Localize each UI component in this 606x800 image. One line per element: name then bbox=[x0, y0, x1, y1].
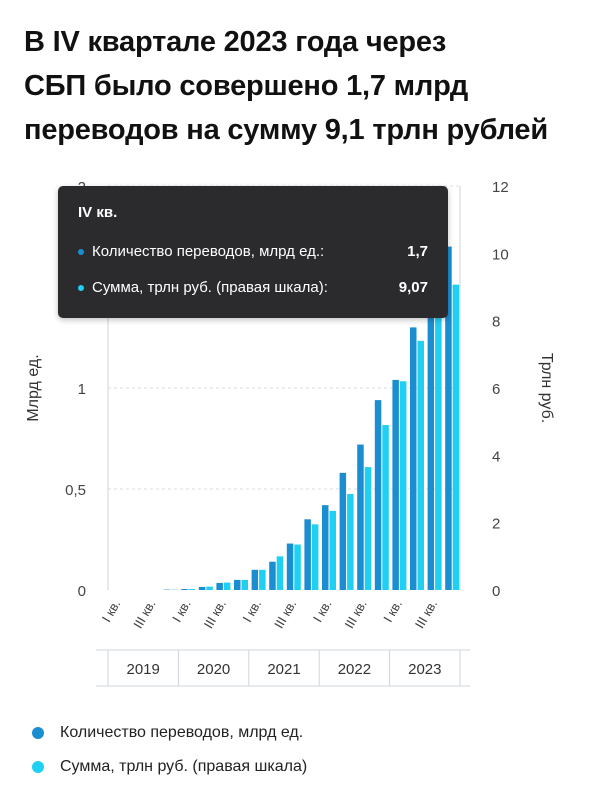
bar-count-10 bbox=[286, 543, 294, 590]
bar-sum-18 bbox=[435, 305, 442, 590]
bar-sum-19 bbox=[452, 284, 460, 590]
bar-count-19 bbox=[445, 246, 452, 590]
legend-item-sum[interactable]: Сумма, трлн руб. (правая шкала) bbox=[32, 750, 307, 784]
y-left-tick-0: 0 bbox=[78, 583, 86, 600]
y-right-tick-3: 6 bbox=[492, 381, 500, 398]
bar-sum-10 bbox=[294, 544, 301, 590]
tooltip-label-count: Количество переводов, млрд ед.: bbox=[92, 243, 325, 260]
x-year-label-3: 2022 bbox=[338, 661, 371, 678]
x-quarter-label-14: III кв. bbox=[341, 597, 369, 631]
bar-sum-12 bbox=[329, 510, 336, 590]
x-quarter-label-16: I кв. bbox=[380, 597, 405, 625]
x-quarter-label-8: I кв. bbox=[239, 597, 264, 625]
tooltip-row-sum: Сумма, трлн руб. (правая шкала): 9,07 bbox=[78, 279, 428, 296]
bar-sum-5 bbox=[206, 586, 213, 590]
bar-count-5 bbox=[198, 586, 206, 590]
bar-sum-8 bbox=[259, 569, 266, 590]
title-line-3: переводов на сумму 9,1 трлн рублей bbox=[24, 114, 548, 146]
bar-sum-13 bbox=[347, 494, 354, 590]
tooltip-label-sum: Сумма, трлн руб. (правая шкала): bbox=[92, 279, 328, 296]
tooltip-dot-sum bbox=[78, 284, 84, 291]
bar-count-4 bbox=[181, 588, 188, 590]
bar-sum-16 bbox=[399, 381, 407, 590]
y-right-tick-0: 0 bbox=[492, 583, 500, 600]
bar-count-12 bbox=[322, 505, 329, 590]
legend-label-count: Количество переводов, млрд ед. bbox=[60, 724, 304, 741]
tooltip: IV кв. Количество переводов, млрд ед.: 1… bbox=[58, 186, 448, 318]
x-year-label-2: 2021 bbox=[267, 661, 300, 678]
bar-count-17 bbox=[410, 327, 417, 590]
x-quarter-label-4: I кв. bbox=[169, 597, 194, 625]
x-quarter-label-0: I кв. bbox=[99, 597, 124, 625]
bar-sum-9 bbox=[276, 556, 284, 590]
y-right-tick-5: 10 bbox=[492, 246, 509, 263]
bar-sum-4 bbox=[188, 588, 196, 590]
tooltip-title: IV кв. bbox=[78, 204, 118, 221]
chart-title: В IV квартале 2023 года через СБП было с… bbox=[24, 20, 594, 152]
bar-count-16 bbox=[392, 379, 399, 590]
tooltip-value-sum: 9,07 bbox=[398, 279, 428, 296]
y-right-tick-4: 8 bbox=[492, 314, 500, 331]
bar-count-8 bbox=[251, 569, 259, 590]
bar-count-6 bbox=[216, 582, 223, 590]
tooltip-dot-count bbox=[78, 248, 84, 255]
tooltip-value-count: 1,7 bbox=[407, 243, 428, 260]
bar-sum-11 bbox=[311, 524, 319, 590]
bar-count-11 bbox=[304, 519, 311, 590]
bar-count-13 bbox=[339, 472, 347, 590]
x-year-label-1: 2020 bbox=[197, 661, 230, 678]
x-year-label-4: 2023 bbox=[408, 661, 441, 678]
x-year-label-0: 2019 bbox=[127, 661, 160, 678]
x-quarter-label-12: I кв. bbox=[310, 597, 335, 625]
title-line-2: СБП было совершено 1,7 млрд bbox=[24, 70, 469, 102]
bar-count-18 bbox=[427, 295, 435, 590]
bar-sum-6 bbox=[223, 582, 231, 590]
bar-count-9 bbox=[269, 561, 276, 590]
legend-item-count[interactable]: Количество переводов, млрд ед. bbox=[32, 716, 307, 750]
y-right-tick-2: 4 bbox=[492, 448, 500, 465]
bar-chart: 00,511,52024681012Млрд ед.Трлн руб.I кв.… bbox=[25, 179, 555, 687]
legend: Количество переводов, млрд ед. Сумма, тр… bbox=[32, 716, 307, 784]
y-left-tick-1: 0,5 bbox=[65, 482, 86, 499]
x-quarter-label-10: III кв. bbox=[271, 597, 299, 631]
bar-sum-7 bbox=[241, 579, 248, 590]
bar-sum-14 bbox=[364, 467, 372, 590]
bar-count-14 bbox=[357, 444, 364, 590]
x-quarter-label-6: III кв. bbox=[201, 597, 229, 631]
bar-sum-15 bbox=[382, 425, 389, 590]
y-right-tick-1: 2 bbox=[492, 516, 500, 533]
y-right-tick-6: 12 bbox=[492, 179, 509, 196]
bar-sum-17 bbox=[417, 340, 424, 590]
x-quarter-label-2: III кв. bbox=[130, 597, 158, 631]
y-right-axis-title: Трлн руб. bbox=[538, 353, 555, 423]
y-left-axis-title: Млрд ед. bbox=[25, 354, 42, 421]
y-left-tick-2: 1 bbox=[78, 381, 86, 398]
legend-dot-sum bbox=[32, 761, 44, 773]
bar-count-15 bbox=[374, 400, 382, 590]
legend-dot-count bbox=[32, 727, 44, 739]
x-quarter-label-18: III кв. bbox=[412, 597, 440, 631]
title-line-1: В IV квартале 2023 года через bbox=[24, 26, 447, 58]
tooltip-row-count: Количество переводов, млрд ед.: 1,7 bbox=[78, 243, 428, 260]
legend-label-sum: Сумма, трлн руб. (правая шкала) bbox=[60, 758, 308, 775]
bar-count-7 bbox=[234, 579, 241, 590]
